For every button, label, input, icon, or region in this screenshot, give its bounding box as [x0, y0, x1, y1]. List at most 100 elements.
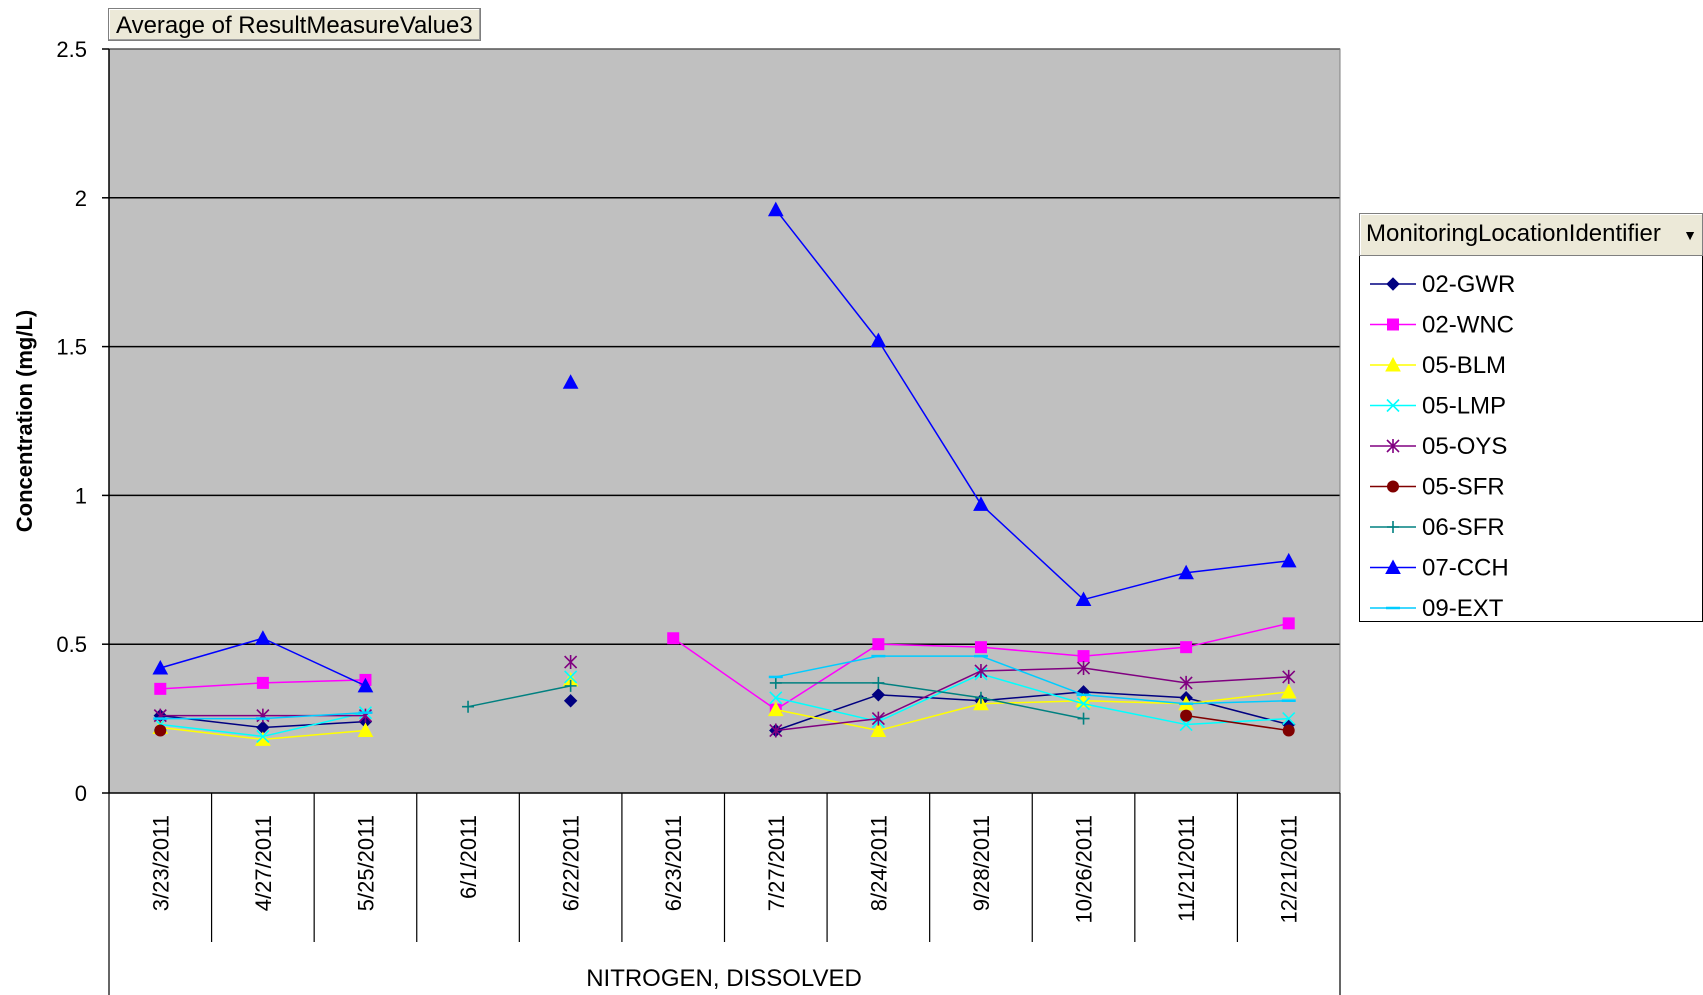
x-tick-label: 6/22/2011 [559, 815, 584, 911]
legend-marker [1387, 318, 1399, 331]
legend-entry-05-OYS: 05-OYS [1370, 433, 1507, 460]
y-tick-label: 1.5 [56, 335, 87, 360]
data-point [767, 701, 784, 717]
data-point [564, 655, 578, 670]
data-point [974, 641, 987, 654]
series-line-segment [980, 646, 1084, 657]
series-layer [152, 201, 1297, 746]
data-point [870, 332, 887, 348]
legend-marker [1387, 480, 1399, 493]
series-line-segment [878, 682, 982, 699]
y-axis-ticks: 0 0.5 1 1.5 2 2.5 [56, 37, 110, 806]
x-tick-label: 9/28/2011 [969, 815, 994, 911]
series-line-segment [980, 697, 1084, 720]
dropdown-arrow-icon[interactable]: ▼ [1683, 227, 1697, 243]
data-point [154, 682, 167, 695]
data-point [667, 632, 680, 645]
data-point [769, 723, 783, 738]
series-line-segment [775, 643, 879, 711]
data-point [1282, 669, 1296, 684]
legend-label: 07-CCH [1422, 555, 1509, 582]
gridlines [108, 48, 1341, 794]
data-point [1077, 650, 1090, 663]
legend-marker [1385, 559, 1401, 574]
legend-label: 09-EXT [1422, 595, 1504, 622]
x-tick-label: 12/21/2011 [1277, 815, 1302, 923]
series-line-segment [262, 679, 366, 684]
series-line-segment [1083, 694, 1187, 705]
data-point [871, 711, 885, 726]
data-point [1075, 591, 1092, 607]
x-axis-label: NITROGEN, DISSOLVED [586, 965, 862, 992]
series-line-segment [1186, 699, 1289, 705]
pivot-data-field-button[interactable]: Average of ResultMeasureValue3 [108, 8, 481, 41]
data-point [1280, 683, 1297, 699]
data-point [1179, 717, 1193, 732]
legend-label: 06-SFR [1422, 514, 1505, 541]
legend-entry-02-WNC: 02-WNC [1370, 312, 1514, 339]
series-line-segment [1186, 717, 1289, 726]
series-line-segment [1185, 622, 1289, 648]
data-point [1280, 552, 1297, 568]
x-tick-label: 6/1/2011 [456, 815, 481, 899]
data-point [152, 659, 169, 675]
legend-entry-09-EXT: 09-EXT [1370, 595, 1504, 622]
legend-label: 05-SFR [1422, 474, 1505, 501]
data-point [1282, 617, 1295, 630]
data-point [767, 201, 784, 217]
legend-marker [1386, 398, 1400, 413]
legend-entry-06-SFR: 06-SFR [1370, 514, 1505, 541]
series-line-segment [775, 697, 879, 723]
series-line-segment [1083, 691, 1187, 699]
data-point [1178, 564, 1194, 580]
data-point [563, 694, 578, 708]
series-line-segment [1083, 702, 1187, 726]
series-05-SFR [154, 709, 1295, 737]
x-tick-label: 8/24/2011 [866, 815, 891, 911]
legend-entry-05-SFR: 05-SFR [1370, 474, 1505, 501]
legend-label: 02-GWR [1422, 271, 1515, 298]
y-tick-label: 0.5 [56, 632, 87, 657]
x-tick-label: 5/25/2011 [353, 815, 378, 911]
x-tick-label: 4/27/2011 [251, 815, 276, 911]
data-point [562, 374, 579, 389]
data-point [357, 677, 374, 693]
y-tick-label: 1 [75, 483, 87, 508]
legend-marker [1386, 277, 1400, 291]
series-line-segment [1186, 676, 1289, 684]
series-line-segment [775, 209, 879, 342]
series-line-segment [160, 723, 263, 738]
x-tick-label: 10/26/2011 [1072, 815, 1097, 923]
legend-label: 02-WNC [1422, 312, 1514, 339]
series-line-segment [1186, 691, 1289, 705]
series-line-segment [980, 655, 1084, 696]
data-point [769, 691, 783, 705]
legend-field-button[interactable]: MonitoringLocationIdentifier ▼ [1359, 213, 1703, 256]
series-line-segment [878, 643, 981, 648]
series-line-segment [160, 637, 264, 669]
legend-label: 05-OYS [1422, 433, 1507, 460]
x-tick-label: 11/21/2011 [1174, 815, 1199, 922]
series-05-OYS [153, 655, 1296, 738]
series-line-segment [1083, 646, 1187, 657]
legend-entry-05-BLM: 05-BLM [1370, 352, 1506, 379]
series-line-segment [262, 711, 366, 720]
legend-marker [1385, 356, 1401, 372]
data-point [564, 679, 577, 692]
series-line-segment [775, 717, 879, 732]
series-line-segment [775, 694, 879, 732]
y-tick-label: 2.5 [56, 37, 87, 62]
series-line-segment [160, 714, 263, 729]
series-line-segment [1083, 667, 1187, 684]
legend-marker [1386, 439, 1400, 453]
data-point [154, 724, 167, 737]
series-line-segment [262, 637, 366, 687]
series-line-segment [980, 503, 1085, 601]
series-06-SFR [462, 676, 1090, 725]
data-point [974, 691, 987, 704]
series-line-segment [980, 673, 1084, 705]
plot-area [109, 49, 1340, 793]
legend-entry-02-GWR: 02-GWR [1370, 271, 1515, 298]
data-point [1180, 709, 1193, 722]
